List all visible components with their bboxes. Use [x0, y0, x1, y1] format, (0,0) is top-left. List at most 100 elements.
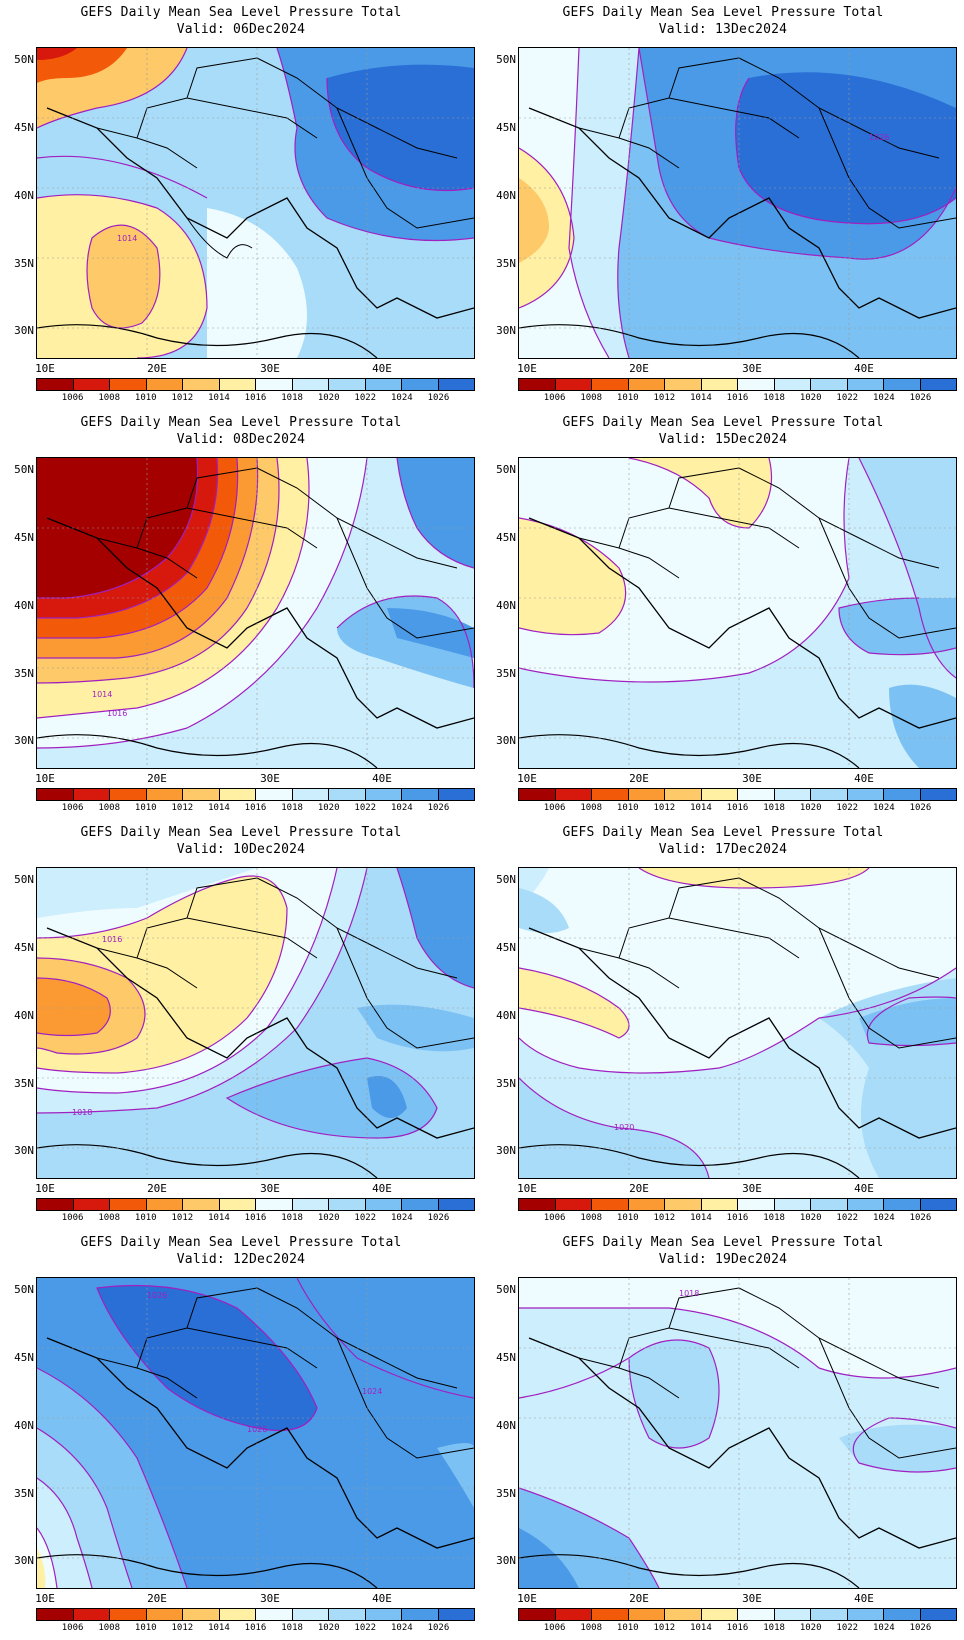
- colorbar-swatch: [555, 789, 592, 800]
- panel-title: GEFS Daily Mean Sea Level Pressure Total: [562, 5, 884, 20]
- colorbar-swatch: [555, 1609, 592, 1620]
- colorbar-label: 1014: [208, 393, 230, 403]
- lon-label-10e: 10E: [35, 362, 55, 375]
- colorbar-swatch: [884, 789, 921, 800]
- colorbar-swatch: [219, 379, 256, 390]
- lat-label-45n: 45N: [14, 121, 34, 134]
- lat-label-35n: 35N: [14, 1077, 34, 1090]
- colorbar: [36, 378, 475, 391]
- lat-label-50n: 50N: [14, 53, 34, 66]
- lon-label-30e: 30E: [260, 362, 280, 375]
- colorbar-swatch: [847, 1199, 884, 1210]
- colorbar-label: 1008: [98, 1623, 120, 1633]
- lon-label-20e: 20E: [147, 1592, 167, 1605]
- colorbar-swatch: [110, 1609, 147, 1620]
- colorbar-label: 1018: [281, 393, 303, 403]
- contour-label: 1016: [102, 935, 122, 944]
- colorbar-label: 1008: [98, 393, 120, 403]
- lat-label-45n: 45N: [496, 1351, 516, 1364]
- map-panel-17dec: GEFS Daily Mean Sea Level Pressure Total…: [482, 820, 964, 1230]
- colorbar-swatch: [592, 1609, 629, 1620]
- colorbar-label: 1022: [836, 1213, 859, 1223]
- contour-label: 1026: [247, 1425, 267, 1434]
- colorbar-label: 1008: [98, 803, 120, 813]
- colorbar-swatch: [146, 1199, 183, 1210]
- colorbar: [36, 1198, 475, 1211]
- lon-label-20e: 20E: [629, 1592, 649, 1605]
- colorbar-swatch: [811, 379, 848, 390]
- panel-valid-date: Valid: 12Dec2024: [176, 1252, 306, 1267]
- colorbar-label: 1016: [244, 1213, 267, 1223]
- lat-label-40n: 40N: [496, 1419, 516, 1432]
- colorbar-label: 1006: [543, 803, 566, 813]
- colorbar-label: 1020: [799, 393, 822, 403]
- colorbar-swatch: [365, 789, 402, 800]
- lat-label-30n: 30N: [496, 1554, 516, 1567]
- contour-label: 1016: [107, 709, 127, 718]
- pressure-map: 1020: [518, 867, 957, 1179]
- contour-label: 1024: [362, 1387, 382, 1396]
- colorbar: [518, 1608, 957, 1621]
- lon-label-10e: 10E: [35, 772, 55, 785]
- panel-valid-date: Valid: 15Dec2024: [658, 432, 788, 447]
- panel-valid-date: Valid: 17Dec2024: [658, 842, 788, 857]
- colorbar-label: 1012: [171, 803, 194, 813]
- colorbar-swatch: [811, 1609, 848, 1620]
- colorbar-swatch: [774, 1199, 811, 1210]
- colorbar-swatch: [920, 789, 956, 800]
- colorbar-swatch: [110, 1199, 147, 1210]
- colorbar-label: 1010: [134, 393, 157, 403]
- colorbar-label: 1022: [836, 1623, 859, 1633]
- colorbar-swatch: [774, 789, 811, 800]
- colorbar-swatch: [183, 1199, 220, 1210]
- colorbar-label: 1026: [909, 1623, 932, 1633]
- colorbar-swatch: [519, 1199, 556, 1210]
- colorbar-label: 1016: [726, 1213, 749, 1223]
- panel-title: GEFS Daily Mean Sea Level Pressure Total: [80, 825, 402, 840]
- colorbar-swatch: [884, 379, 921, 390]
- lat-label-50n: 50N: [496, 53, 516, 66]
- lat-label-40n: 40N: [14, 1009, 34, 1022]
- colorbar-swatch: [628, 789, 665, 800]
- colorbar-label: 1026: [427, 803, 450, 813]
- lon-label-30e: 30E: [742, 772, 762, 785]
- panel-valid-date: Valid: 13Dec2024: [658, 22, 788, 37]
- lat-label-45n: 45N: [14, 531, 34, 544]
- lon-label-40e: 40E: [372, 362, 392, 375]
- lat-label-45n: 45N: [496, 941, 516, 954]
- colorbar-swatch: [438, 1199, 474, 1210]
- colorbar-label: 1024: [872, 1213, 895, 1223]
- colorbar-label: 1020: [317, 803, 340, 813]
- colorbar-swatch: [73, 789, 110, 800]
- colorbar-label: 1006: [543, 1213, 566, 1223]
- colorbar-swatch: [738, 789, 775, 800]
- colorbar-label: 1026: [427, 1213, 450, 1223]
- lon-label-20e: 20E: [147, 1182, 167, 1195]
- colorbar-swatch: [592, 789, 629, 800]
- colorbar-swatch: [73, 379, 110, 390]
- colorbar-swatch: [438, 1609, 474, 1620]
- colorbar-swatch: [329, 379, 366, 390]
- colorbar-swatch: [555, 1199, 592, 1210]
- colorbar-swatch: [701, 789, 738, 800]
- colorbar-label: 1010: [616, 803, 639, 813]
- lat-label-35n: 35N: [496, 257, 516, 270]
- colorbar-swatch: [329, 1609, 366, 1620]
- lon-label-20e: 20E: [147, 362, 167, 375]
- lon-label-10e: 10E: [517, 362, 537, 375]
- lon-label-30e: 30E: [260, 1592, 280, 1605]
- colorbar-label: 1020: [799, 1213, 822, 1223]
- lon-label-20e: 20E: [629, 772, 649, 785]
- colorbar-swatch: [884, 1609, 921, 1620]
- map-panel-06dec: GEFS Daily Mean Sea Level Pressure Total…: [0, 0, 482, 410]
- lon-label-40e: 40E: [372, 1182, 392, 1195]
- lat-label-50n: 50N: [496, 463, 516, 476]
- lat-label-40n: 40N: [496, 599, 516, 612]
- colorbar-swatch: [811, 789, 848, 800]
- lat-label-30n: 30N: [496, 1144, 516, 1157]
- colorbar-label: 1020: [317, 393, 340, 403]
- colorbar-label: 1016: [726, 1623, 749, 1633]
- colorbar-label: 1008: [98, 1213, 120, 1223]
- colorbar-label: 1020: [799, 803, 822, 813]
- lat-label-40n: 40N: [14, 1419, 34, 1432]
